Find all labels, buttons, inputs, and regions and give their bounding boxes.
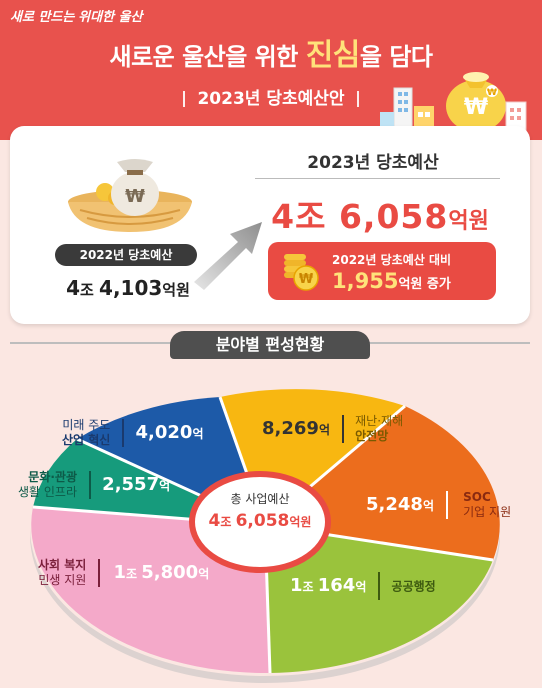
safety-value: 8,269 <box>262 417 319 439</box>
increase-box: ₩ 2022년 당초예산 대비 1,955억원 증가 <box>268 242 496 300</box>
slogan-part-a: 새로 만드는 <box>10 10 75 25</box>
subtitle-bar-right <box>356 91 359 107</box>
soc-unit: 억 <box>422 498 434 513</box>
main-title-post: 을 담다 <box>359 43 433 71</box>
safety-name-a: 재난·재해 <box>355 414 404 428</box>
previous-unit-billion: 억원 <box>162 281 190 299</box>
soc-name-b: 기업 지원 <box>463 505 512 519</box>
header-banner: 새로 만드는 위대한 울산 새로운 울산을 위한 진심을 담다 2023년 당초… <box>0 0 542 140</box>
center-unit-trillion: 조 <box>220 515 236 529</box>
culture-name-a: 문화·관광 <box>28 470 78 484</box>
admin-unit: 억 <box>355 579 367 594</box>
previous-unit-trillion: 조 <box>80 281 100 299</box>
increase-amount-value: 1,955 <box>332 269 399 293</box>
center-amount-billion: 6,058 <box>235 511 290 531</box>
previous-budget-amount: 4조 4,103억원 <box>38 276 218 300</box>
current-amount-billion: 6,058 <box>338 197 449 236</box>
previous-amount-trillion: 4 <box>66 276 80 300</box>
main-title-pre: 새로운 울산을 위한 <box>109 43 298 71</box>
main-title: 새로운 울산을 위한 진심을 담다 <box>0 30 542 74</box>
admin-value-trillion: 1 <box>290 574 303 596</box>
center-total-caption: 총 사업예산 <box>230 492 290 506</box>
subtitle-bar-left <box>183 91 186 107</box>
current-unit-billion: 억원 <box>448 209 489 234</box>
industry-name-b: 산업 혁신 <box>62 433 111 447</box>
budget-summary-card: ₩ 2022년 당초예산 4조 4,103억원 2023년 당초예산 4조 6,… <box>10 126 530 324</box>
svg-text:₩: ₩ <box>464 95 488 120</box>
current-unit-trillion: 조 <box>295 197 339 236</box>
center-amount-trillion: 4 <box>208 511 221 531</box>
city-moneybag-illustration: ₩ ₩ <box>380 72 527 132</box>
money-basket-icon: ₩ <box>68 159 192 232</box>
previous-amount-billion: 4,103 <box>99 276 163 300</box>
coin-stack-icon: ₩ <box>284 254 319 291</box>
admin-name: 공공행정 <box>391 579 436 594</box>
subtitle: 2023년 당초예산안 <box>140 84 402 109</box>
sector-label-industry: 미래 주도 산업 혁신 4,020억 <box>62 418 203 448</box>
soc-value: 5,248 <box>366 493 423 515</box>
pie-center <box>189 471 331 573</box>
increase-suffix: 증가 <box>422 277 451 292</box>
previous-budget-label: 2022년 당초예산 <box>55 244 197 266</box>
section-title: 분야별 편성현황 <box>170 331 370 359</box>
growth-arrow-icon <box>194 222 262 290</box>
current-budget-title: 2023년 당초예산 <box>307 153 439 173</box>
industry-name-a: 미래 주도 <box>62 418 111 432</box>
svg-text:₩: ₩ <box>125 186 145 207</box>
svg-text:₩: ₩ <box>299 272 314 287</box>
culture-name-b: 생활 인프라 <box>18 485 78 499</box>
current-amount-trillion: 4 <box>271 197 296 236</box>
svg-text:₩: ₩ <box>487 88 497 98</box>
industry-unit: 억 <box>192 426 204 441</box>
welfare-value: 5,800 <box>141 561 199 583</box>
sector-label-admin: 1조 164억 공공행정 <box>290 572 436 600</box>
slogan-part-b: 위대한 울산 <box>78 10 143 25</box>
increase-amount: 1,955억원 증가 <box>332 269 451 293</box>
subtitle-text: 2023년 당초예산안 <box>197 89 345 109</box>
safety-unit: 억 <box>318 422 330 437</box>
main-title-highlight: 진심 <box>305 38 361 73</box>
culture-unit: 억 <box>159 478 171 493</box>
welfare-name-a: 사회 복지 <box>38 558 87 572</box>
industry-value: 4,020 <box>135 421 193 443</box>
safety-name-b: 안전망 <box>355 429 389 443</box>
sector-label-welfare: 사회 복지 민생 지원 1조 5,800억 <box>38 558 209 588</box>
increase-amount-unit: 억원 <box>398 277 423 292</box>
sector-label-soc: 5,248억 SOC 기업 지원 <box>366 490 511 520</box>
welfare-unit-trillion: 조 <box>126 566 142 581</box>
welfare-unit: 억 <box>198 566 210 581</box>
current-budget-amount: 4조 6,058억원 <box>255 190 505 238</box>
culture-value: 2,557 <box>102 473 160 495</box>
center-total-label: 총 사업예산 4조 6,058억원 <box>200 490 320 531</box>
sector-label-culture: 문화·관광 생활 인프라 2,557억 <box>18 470 170 500</box>
slogan: 새로 만드는 위대한 울산 <box>10 6 143 25</box>
welfare-value-trillion: 1 <box>113 561 127 583</box>
admin-unit-trillion: 조 <box>302 579 318 594</box>
increase-label: 2022년 당초예산 대비 <box>332 253 452 267</box>
admin-value: 164 <box>317 574 356 596</box>
center-unit-billion: 억원 <box>289 515 312 529</box>
current-title-divider <box>255 178 500 179</box>
welfare-name-b: 민생 지원 <box>38 573 87 587</box>
center-total-amount: 4조 6,058억원 <box>200 511 320 531</box>
soc-name-a: SOC <box>463 490 491 504</box>
sector-label-safety: 8,269억 재난·재해 안전망 <box>262 414 403 444</box>
